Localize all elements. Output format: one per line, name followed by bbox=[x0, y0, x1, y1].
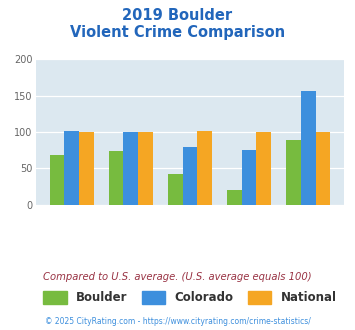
Bar bbox=[316, 132, 330, 205]
Text: 2019 Boulder: 2019 Boulder bbox=[122, 8, 233, 23]
Bar bbox=[242, 150, 256, 205]
Text: Compared to U.S. average. (U.S. average equals 100): Compared to U.S. average. (U.S. average … bbox=[43, 272, 312, 282]
Bar bbox=[256, 132, 271, 205]
Bar bbox=[168, 174, 182, 205]
Bar bbox=[182, 147, 197, 205]
Text: Violent Crime Comparison: Violent Crime Comparison bbox=[70, 25, 285, 40]
Bar bbox=[64, 131, 79, 205]
Bar bbox=[227, 190, 242, 205]
Bar bbox=[50, 155, 64, 205]
Bar bbox=[138, 132, 153, 205]
Text: © 2025 CityRating.com - https://www.cityrating.com/crime-statistics/: © 2025 CityRating.com - https://www.city… bbox=[45, 317, 310, 326]
Bar bbox=[301, 91, 316, 205]
Bar bbox=[124, 132, 138, 205]
Bar bbox=[197, 131, 212, 205]
Bar bbox=[286, 140, 301, 205]
Bar bbox=[109, 151, 124, 205]
Legend: Boulder, Colorado, National: Boulder, Colorado, National bbox=[38, 286, 342, 309]
Bar bbox=[79, 132, 94, 205]
